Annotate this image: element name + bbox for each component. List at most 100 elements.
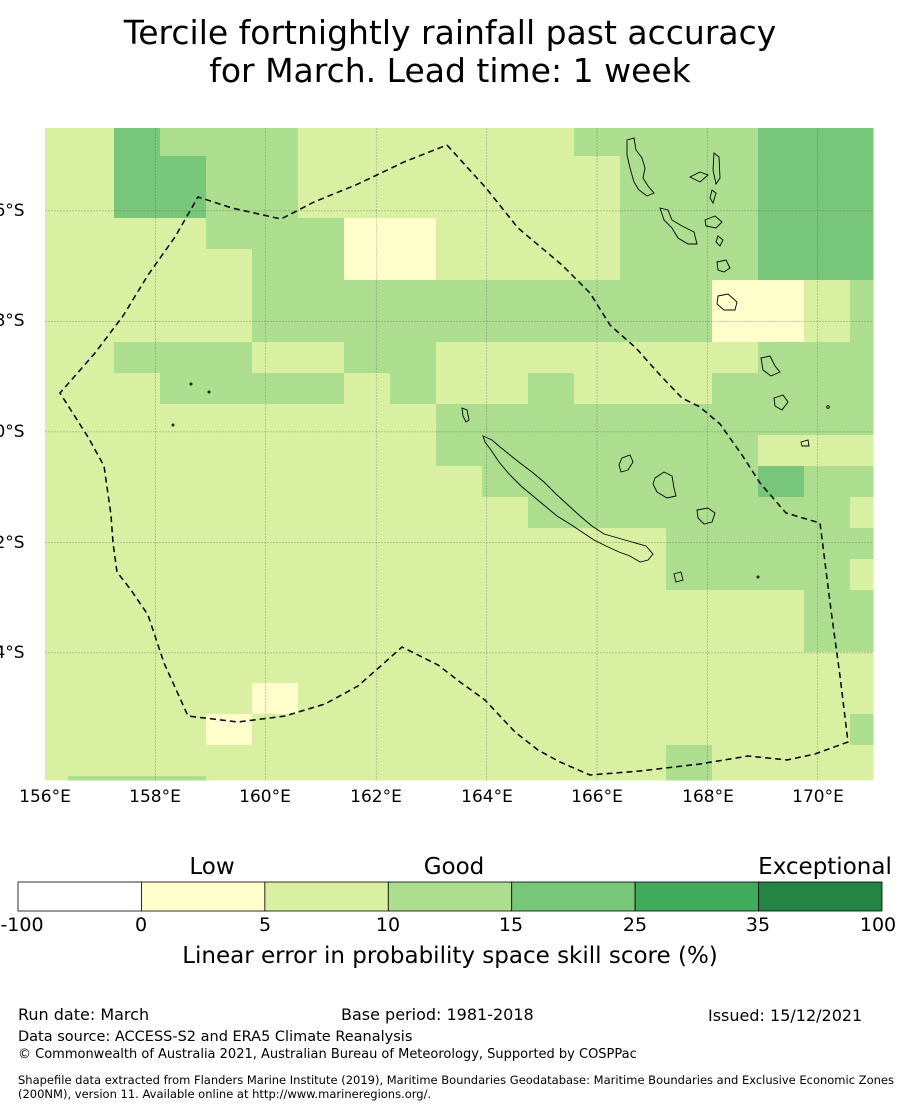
colorbar-tick: 5 <box>258 914 272 936</box>
skill-cell <box>390 156 437 188</box>
skill-cell <box>344 128 391 157</box>
skill-cell <box>620 466 667 498</box>
skill-cell <box>160 714 207 746</box>
skill-cell <box>160 187 207 219</box>
island-pentecost <box>709 189 717 205</box>
skill-cell <box>252 559 299 591</box>
skill-cell <box>712 311 759 343</box>
skill-cell <box>850 187 874 219</box>
skill-cell <box>45 156 69 188</box>
skill-cell <box>482 373 529 405</box>
skill-cell <box>666 187 713 219</box>
skill-grid-cells <box>45 128 874 781</box>
island-walpole <box>756 575 760 579</box>
island-erromango <box>716 293 738 311</box>
skill-cell <box>252 776 299 781</box>
skill-cell <box>390 528 437 560</box>
skill-cell <box>436 559 483 591</box>
skill-cell <box>390 652 437 684</box>
island-espiritu-santo <box>626 137 655 197</box>
skill-cell <box>574 776 621 781</box>
skill-cell <box>344 342 391 374</box>
skill-cell <box>850 128 874 157</box>
colorbar-swatch <box>634 881 759 912</box>
title-line-2: for March. Lead time: 1 week <box>209 51 691 90</box>
skill-cell <box>482 342 529 374</box>
skill-cell <box>68 280 115 312</box>
skill-cell <box>206 218 253 250</box>
skill-cell <box>45 466 69 498</box>
skill-cell <box>712 652 759 684</box>
skill-cell <box>114 776 161 781</box>
skill-cell <box>436 497 483 529</box>
skill-cell <box>344 249 391 281</box>
skill-cell <box>482 590 529 622</box>
skill-cell <box>482 559 529 591</box>
skill-cell <box>114 435 161 467</box>
x-tick-168: 168°E <box>682 787 734 807</box>
skill-cell <box>758 280 805 312</box>
colorbar-tick: 10 <box>375 914 401 936</box>
skill-cell <box>804 342 851 374</box>
skill-cell <box>206 187 253 219</box>
skill-cell <box>666 559 713 591</box>
skill-cell <box>160 156 207 188</box>
skill-cell <box>528 187 575 219</box>
skill-cell <box>252 249 299 281</box>
skill-cell <box>68 528 115 560</box>
skill-cell <box>344 404 391 436</box>
y-tick-18s: 18°S <box>0 311 25 331</box>
skill-cell <box>160 342 207 374</box>
skill-cell <box>68 187 115 219</box>
skill-cell <box>206 652 253 684</box>
skill-cell <box>45 652 69 684</box>
skill-cell <box>620 128 667 157</box>
skill-cell <box>344 652 391 684</box>
colorbar <box>17 881 883 912</box>
island-pines <box>673 571 684 583</box>
skill-cell <box>712 528 759 560</box>
skill-cell <box>390 683 437 715</box>
skill-cell <box>390 590 437 622</box>
skill-cell <box>390 404 437 436</box>
skill-cell <box>298 249 345 281</box>
skill-cell <box>482 683 529 715</box>
skill-cell <box>160 559 207 591</box>
skill-cell <box>68 559 115 591</box>
skill-cell <box>758 218 805 250</box>
skill-cell <box>482 652 529 684</box>
x-tick-156: 156°E <box>19 787 71 807</box>
skill-cell <box>45 714 69 746</box>
skill-cell <box>528 776 575 781</box>
skill-cell <box>666 249 713 281</box>
island-mare <box>696 507 716 525</box>
skill-cell <box>298 745 345 777</box>
skill-cell <box>298 342 345 374</box>
skill-cell <box>758 373 805 405</box>
skill-cell <box>712 621 759 653</box>
skill-cell <box>712 466 759 498</box>
skill-cell <box>298 218 345 250</box>
skill-cell <box>160 621 207 653</box>
skill-cell <box>390 249 437 281</box>
skill-cell <box>528 218 575 250</box>
skill-cell <box>804 249 851 281</box>
skill-cell <box>68 652 115 684</box>
skill-cell <box>206 683 253 715</box>
skill-cell <box>804 156 851 188</box>
skill-cell <box>252 404 299 436</box>
skill-cell <box>758 683 805 715</box>
island-epi <box>715 235 724 247</box>
legend-category-exceptional: Exceptional <box>758 854 892 880</box>
skill-cell <box>344 311 391 343</box>
skill-cell <box>390 559 437 591</box>
skill-cell <box>436 590 483 622</box>
skill-cell <box>620 776 667 781</box>
skill-cell <box>206 776 253 781</box>
skill-cell <box>528 311 575 343</box>
skill-cell <box>804 404 851 436</box>
skill-cell <box>436 528 483 560</box>
skill-cell <box>528 590 575 622</box>
y-tick-16s: 16°S <box>0 201 25 221</box>
skill-cell <box>850 373 874 405</box>
